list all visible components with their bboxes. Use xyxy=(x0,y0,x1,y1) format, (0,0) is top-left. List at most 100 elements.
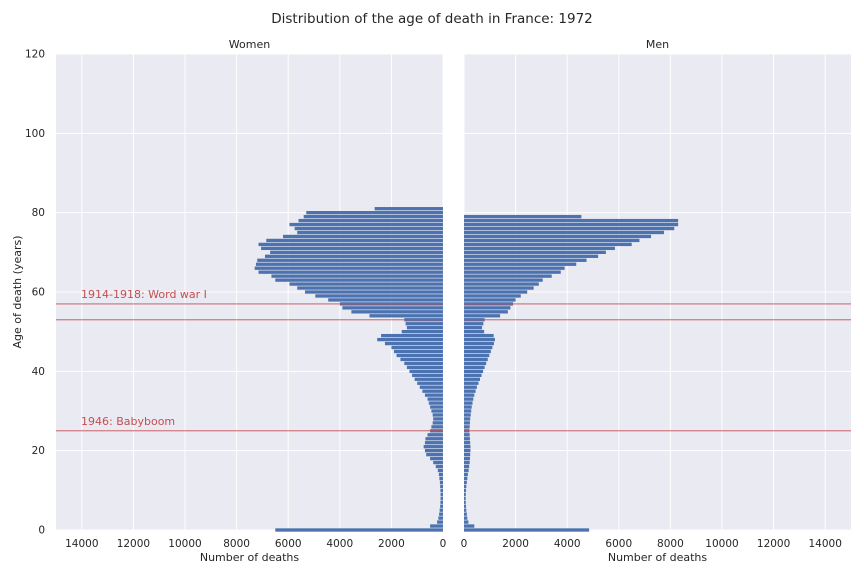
women-bar xyxy=(440,488,443,492)
women-bar xyxy=(439,512,443,516)
men-bar xyxy=(464,314,501,318)
women-bar xyxy=(275,528,443,532)
men-bar xyxy=(464,286,534,290)
women-bar xyxy=(424,393,443,397)
women-bar xyxy=(304,290,443,294)
men-bar xyxy=(464,512,467,516)
y-tick-label: 40 xyxy=(32,366,45,378)
men-x-axis-label: Number of deaths xyxy=(608,551,708,564)
men-bar xyxy=(464,385,477,389)
men-bar xyxy=(464,274,552,278)
women-x-tick-label: 6000 xyxy=(275,538,302,550)
men-bar xyxy=(464,294,521,298)
y-axis-label: Age of death (years) xyxy=(11,236,24,349)
women-x-tick-label: 2000 xyxy=(378,538,405,550)
y-tick-label: 120 xyxy=(25,49,45,61)
women-bar xyxy=(298,218,443,223)
women-bar xyxy=(289,282,443,286)
women-bar xyxy=(270,250,443,254)
men-bar xyxy=(464,449,471,453)
men-x-tick-label: 12000 xyxy=(757,538,790,550)
women-bar xyxy=(396,353,443,358)
men-bar xyxy=(464,298,516,302)
men-bar xyxy=(464,488,467,492)
men-bar xyxy=(464,290,528,294)
women-bar xyxy=(384,341,443,346)
men-bar xyxy=(464,425,470,429)
men-bars xyxy=(464,214,679,532)
women-bar xyxy=(430,405,443,409)
men-bar xyxy=(464,266,565,270)
men-bar xyxy=(464,476,468,481)
women-bar xyxy=(430,456,443,461)
men-bar xyxy=(464,452,471,457)
men-bar xyxy=(464,381,479,385)
women-bar xyxy=(297,230,443,235)
men-x-tick-label: 4000 xyxy=(554,538,581,550)
women-bar xyxy=(406,326,443,330)
men-bar xyxy=(464,349,491,354)
men-bar xyxy=(464,445,471,449)
annotation-label: 1946: Babyboom xyxy=(81,415,175,428)
women-bar xyxy=(432,421,443,425)
men-bar xyxy=(464,341,494,346)
women-bar xyxy=(289,222,443,227)
women-bar xyxy=(393,349,443,354)
men-bar xyxy=(464,421,470,425)
men-bar xyxy=(464,417,471,421)
women-bar xyxy=(438,516,443,520)
women-bar xyxy=(271,274,443,278)
men-bar xyxy=(464,484,467,489)
men-bar xyxy=(464,234,652,239)
women-bar xyxy=(297,286,443,290)
men-bar xyxy=(464,214,582,219)
women-bar xyxy=(440,492,443,496)
men-bar xyxy=(464,353,490,358)
women-bar xyxy=(439,480,443,485)
men-bar xyxy=(464,500,466,504)
men-bar xyxy=(464,345,493,350)
men-bar xyxy=(464,389,476,393)
women-bar xyxy=(391,345,443,350)
women-bar xyxy=(405,322,443,326)
women-bar xyxy=(303,214,443,219)
men-bar xyxy=(464,492,466,496)
women-bar xyxy=(306,211,443,215)
annotation-label: 1914-1918: Word war I xyxy=(81,288,207,301)
men-bar xyxy=(464,330,485,334)
men-bar xyxy=(464,413,471,417)
women-bar xyxy=(425,437,443,441)
women-bar xyxy=(258,270,443,274)
women-x-tick-label: 12000 xyxy=(117,538,150,550)
women-bar xyxy=(414,377,443,381)
men-bar xyxy=(464,508,467,512)
women-bar xyxy=(438,472,443,477)
figure-title: Distribution of the age of death in Fran… xyxy=(271,11,593,27)
women-bar xyxy=(432,413,443,417)
women-bar xyxy=(401,330,443,334)
women-x-tick-label: 8000 xyxy=(223,538,250,550)
men-bar xyxy=(464,361,487,366)
y-tick-label: 100 xyxy=(25,128,45,140)
women-bar xyxy=(261,246,443,251)
women-bar xyxy=(400,357,443,362)
men-bar xyxy=(464,377,480,381)
men-bar xyxy=(464,520,469,524)
women-bar xyxy=(377,337,443,342)
men-bar xyxy=(464,496,466,500)
men-bar xyxy=(464,262,577,266)
men-bar xyxy=(464,258,587,262)
women-bar xyxy=(266,238,443,243)
women-bar xyxy=(437,468,443,473)
men-bar xyxy=(464,238,640,243)
women-x-tick-label: 0 xyxy=(440,538,447,550)
y-tick-label: 80 xyxy=(32,207,45,219)
women-bar xyxy=(257,258,443,262)
men-bar xyxy=(464,437,470,441)
men-bar xyxy=(464,306,511,310)
women-bar xyxy=(426,452,443,457)
men-bar xyxy=(464,401,473,405)
women-bar xyxy=(404,361,443,366)
men-bar xyxy=(464,326,483,330)
